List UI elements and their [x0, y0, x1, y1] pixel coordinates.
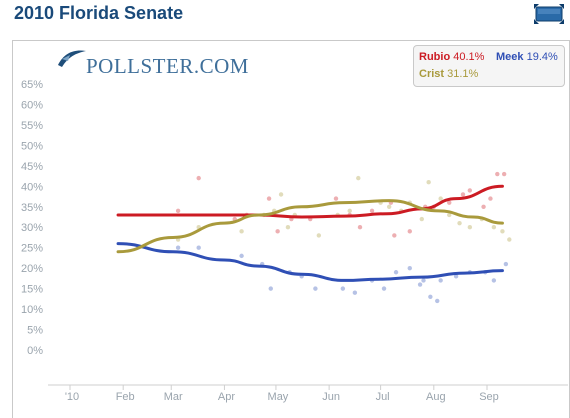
- poll-point-rubio: [333, 196, 339, 201]
- y-tick-label: 55%: [21, 120, 43, 132]
- poll-point-meek: [407, 265, 412, 271]
- y-tick-label: 15%: [21, 284, 43, 296]
- legend-value: 19.4%: [526, 51, 558, 63]
- poll-point-crist: [447, 212, 452, 218]
- chart-frame: [12, 40, 570, 418]
- legend-value: 31.1%: [447, 68, 479, 80]
- poll-point-rubio: [488, 196, 493, 201]
- poll-point-rubio: [266, 196, 272, 201]
- poll-point-meek: [393, 270, 399, 275]
- expand-icon[interactable]: [534, 4, 564, 24]
- x-tick-label: Feb: [116, 391, 135, 403]
- poll-point-meek: [453, 274, 459, 279]
- poll-point-meek: [196, 245, 201, 250]
- poll-point-crist: [500, 229, 505, 234]
- y-tick-label: 25%: [21, 243, 43, 255]
- poll-point-meek: [435, 298, 440, 304]
- x-tick-label: Apr: [218, 391, 235, 403]
- poll-point-crist: [347, 208, 352, 214]
- poll-point-crist: [285, 225, 291, 230]
- poll-point-rubio: [357, 225, 363, 230]
- chart-title: 2010 Florida Senate: [14, 3, 184, 23]
- poll-point-crist: [426, 180, 431, 185]
- poll-point-crist: [438, 196, 443, 201]
- legend-value: 40.1%: [453, 51, 485, 63]
- poll-point-rubio: [175, 208, 181, 214]
- poll-point-crist: [491, 225, 497, 230]
- x-tick-label: Mar: [164, 391, 183, 403]
- poll-point-meek: [313, 286, 318, 291]
- poll-point-crist: [239, 229, 244, 234]
- y-tick-label: 5%: [27, 325, 43, 337]
- pollster-logo-text: POLLSTER.COM: [86, 54, 249, 78]
- y-tick-label: 65%: [21, 79, 43, 91]
- poll-point-crist: [419, 216, 424, 222]
- poll-point-rubio: [495, 171, 500, 177]
- trend-line-crist: [116, 199, 504, 254]
- poll-point-crist: [356, 175, 361, 181]
- poll-point-rubio: [369, 208, 375, 214]
- legend-name: Meek: [496, 51, 524, 63]
- legend-box: Rubio 40.1% Meek 19.4% Crist 31.1%: [413, 45, 565, 87]
- x-tick-label: May: [268, 391, 289, 403]
- poll-point-rubio: [481, 204, 486, 209]
- poll-point-crist: [278, 192, 284, 197]
- poll-point-meek: [340, 286, 346, 291]
- poll-point-crist: [316, 233, 322, 238]
- y-tick-label: 35%: [21, 202, 43, 214]
- y-tick-label: 60%: [21, 99, 43, 111]
- poll-point-crist: [467, 225, 473, 230]
- legend-name: Crist: [419, 68, 445, 80]
- poll-point-meek: [503, 261, 509, 267]
- trend-line-rubio: [116, 184, 504, 219]
- poll-point-rubio: [407, 229, 412, 234]
- poll-point-meek: [352, 290, 358, 295]
- poll-point-rubio: [447, 200, 452, 205]
- poll-point-rubio: [501, 171, 507, 177]
- poll-point-meek: [381, 286, 387, 291]
- poll-point-meek: [268, 286, 273, 291]
- x-tick-label: Jun: [322, 391, 340, 403]
- poll-point-crist: [457, 220, 462, 226]
- poll-point-crist: [507, 237, 512, 242]
- y-tick-label: 40%: [21, 181, 43, 193]
- x-tick-label: Jul: [376, 391, 390, 403]
- x-tick-label: Sep: [479, 391, 499, 403]
- poll-point-meek: [491, 278, 497, 283]
- poll-point-rubio: [275, 229, 280, 234]
- x-tick-label: Aug: [426, 391, 446, 403]
- pollster-logo-icon: [58, 50, 86, 67]
- poll-point-meek: [239, 253, 244, 259]
- y-tick-label: 30%: [21, 222, 43, 234]
- poll-point-meek: [417, 282, 423, 287]
- poll-point-rubio: [467, 188, 473, 193]
- poll-point-crist: [386, 204, 392, 209]
- poll-point-meek: [438, 278, 443, 283]
- y-tick-label: 50%: [21, 140, 43, 152]
- legend-name: Rubio: [419, 51, 451, 63]
- legend-item-meek: Meek 19.4%: [496, 51, 558, 63]
- poll-point-rubio: [460, 192, 466, 197]
- x-tick-label: '10: [65, 391, 79, 403]
- legend-item-crist: Crist 31.1%: [419, 68, 478, 80]
- poll-point-meek: [428, 294, 433, 299]
- poll-point-meek: [421, 278, 426, 283]
- poll-point-rubio: [392, 233, 397, 238]
- legend-item-rubio: Rubio 40.1%: [419, 51, 484, 63]
- y-tick-label: 0%: [27, 345, 43, 357]
- poll-point-rubio: [196, 175, 201, 181]
- y-tick-label: 20%: [21, 263, 43, 275]
- y-tick-label: 45%: [21, 161, 43, 173]
- poll-point-meek: [175, 245, 181, 250]
- trend-line-meek: [116, 242, 504, 282]
- y-tick-label: 10%: [21, 304, 43, 316]
